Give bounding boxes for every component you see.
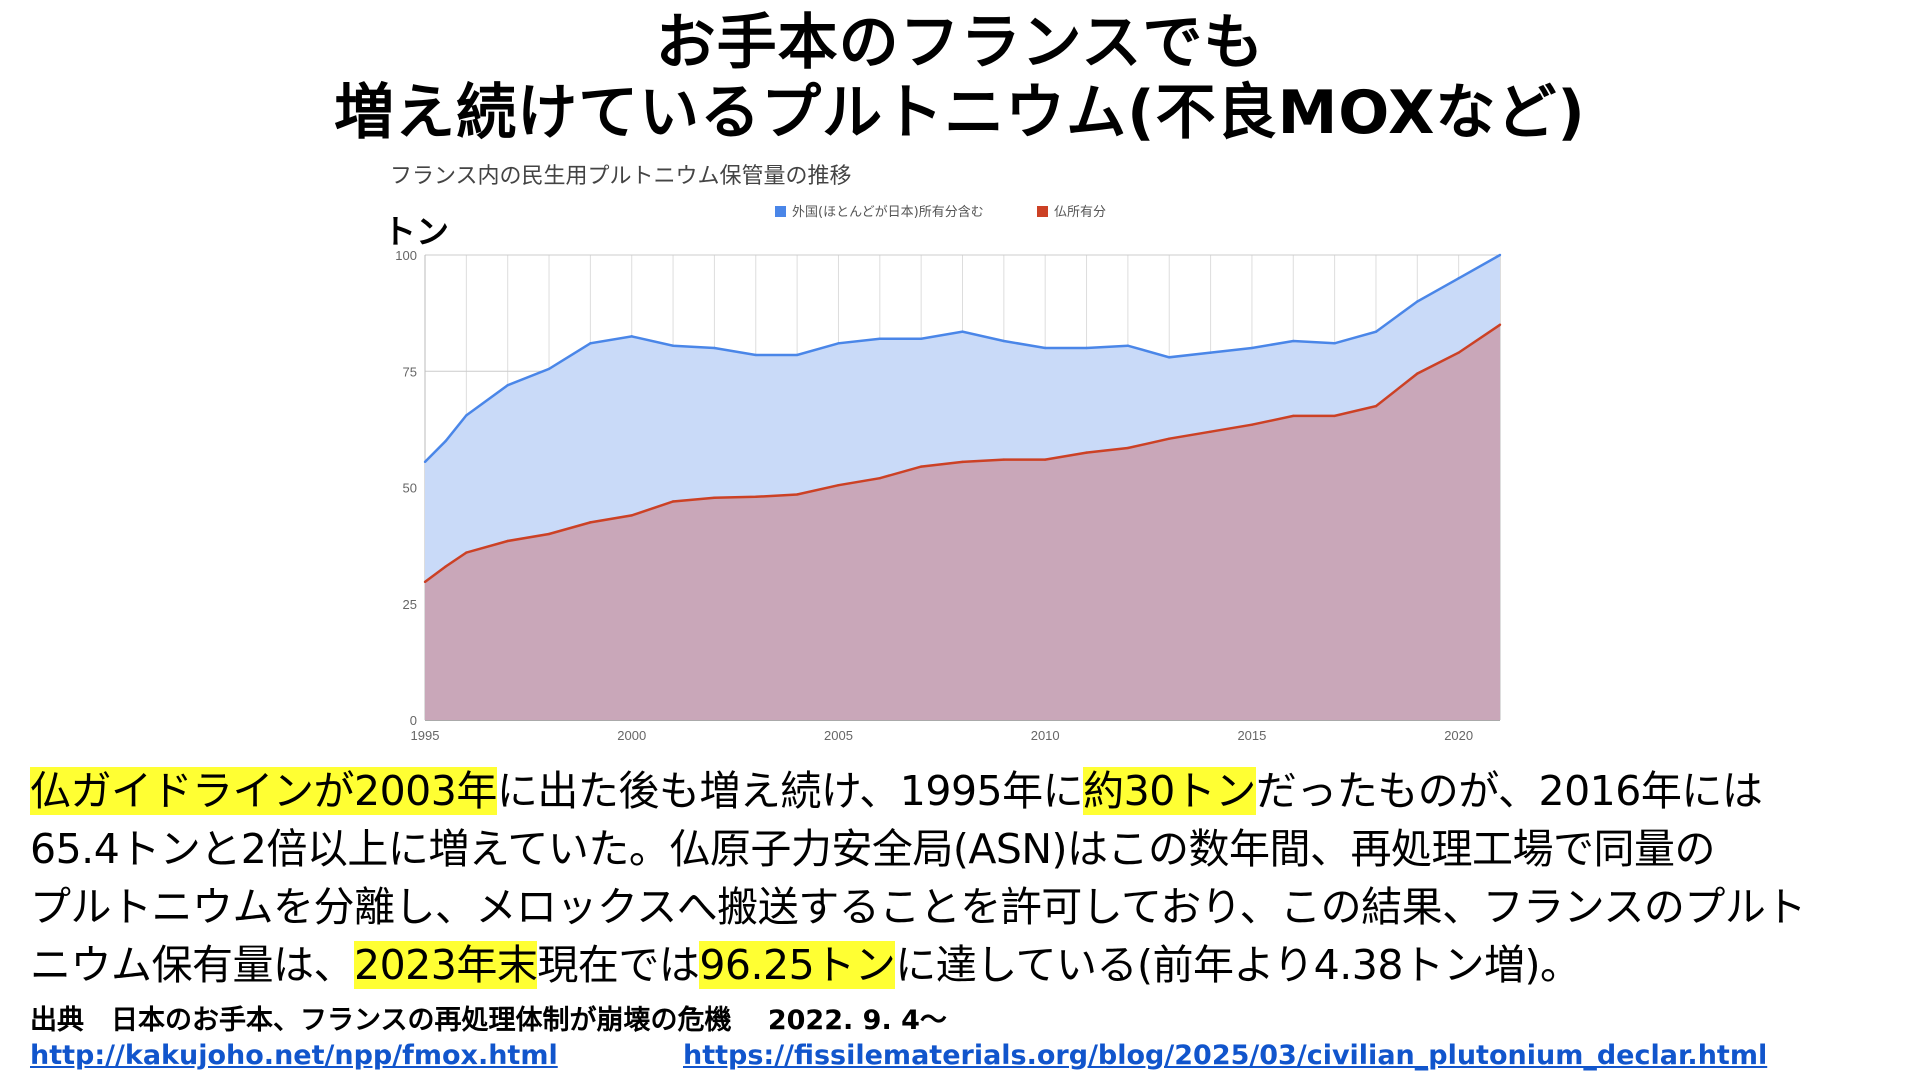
data-point [713,346,716,350]
data-point [1333,414,1336,418]
data-point [878,477,882,480]
data-point [795,353,799,357]
data-point [1250,346,1254,350]
data-point [713,496,716,499]
data-point [1250,423,1254,426]
data-point [837,342,840,345]
data-point [589,521,592,524]
area-chart: 0 25 50 75 100 1995 2000 2005 2010 2015 2020 外国(ほとん… [395,204,1502,743]
data-point [1085,346,1088,350]
legend-swatch-0 [775,206,786,217]
data-point [754,353,757,357]
page-title-line-2: 増え続けているプルトニウム(不良MOXなど) [334,78,1586,148]
legend-label-0: 外国(ほとんどが日本)所有分含む [792,204,984,220]
series-line-0 [424,253,1501,463]
series-area-1 [425,324,1500,720]
data-point [444,565,447,568]
data-point [961,330,964,333]
data-point [1209,430,1212,433]
data-point [547,532,551,536]
paragraph-text: だったものが、2016年には [1255,767,1763,815]
data-point [1374,330,1378,333]
data-point [1043,346,1047,350]
data-point [1002,339,1006,343]
x-tick-label: 2015 [1237,728,1266,743]
highlight-96-25-ton: 96.25トン [699,941,896,989]
data-point [630,514,633,517]
data-point [547,367,551,371]
data-point [1292,414,1295,418]
data-point [1209,351,1212,354]
data-point [465,414,468,417]
x-tick-label: 2005 [824,728,853,743]
data-point [1374,404,1378,408]
x-tick-label: 2020 [1444,728,1473,743]
data-point [754,495,757,498]
data-point [837,483,840,487]
x-tick-label: 2010 [1031,728,1060,743]
data-point [506,539,509,543]
data-point [919,337,923,340]
data-point [589,342,592,345]
data-point [1498,253,1502,257]
data-point [671,500,675,503]
series-line-1 [424,323,1501,583]
data-point [630,335,633,338]
paragraph-line-2: 65.4トンと2倍以上に増えていた。仏原子力安全局(ASN)はこの数年間、再処理… [30,825,1716,873]
paragraph-text: に出た後も増え続け、1995年に [496,767,1084,815]
data-point [444,439,447,443]
x-tick-label: 1995 [411,728,440,743]
data-point [878,337,882,340]
paragraph-line-4: ニウム保有量は、2023年末現在では96.25トンに達している(前年より4.38… [30,939,1581,991]
y-tick-label: 0 [410,713,417,728]
paragraph-text: ニウム保有量は、 [30,941,355,989]
data-point [1457,277,1460,280]
highlight-end-2023: 2023年末 [354,941,538,989]
data-point [1457,351,1460,354]
data-point [1168,437,1171,440]
source-citation: 出典 日本のお手本、フランスの再処理体制が崩壊の危機 2022. 9. 4～ [30,1005,947,1036]
paragraph-text: 現在では [537,941,700,989]
paragraph-line-3: プルトニウムを分離し、メロックスへ搬送することを許可しており、この結果、フランス… [30,883,1806,931]
data-point [961,460,964,464]
data-point [423,460,427,464]
data-point [423,580,427,584]
data-point [1043,458,1047,461]
highlight-guideline-2003: 仏ガイドラインが2003年 [30,767,497,815]
y-tick-label: 75 [403,364,417,379]
y-tick-label: 50 [403,481,417,496]
source-link-kakujoho[interactable]: http://kakujoho.net/npp/fmox.html [30,1040,558,1071]
data-point [506,384,509,387]
data-point [1498,323,1502,326]
data-point [919,465,923,468]
y-tick-label: 25 [403,597,417,612]
data-point [1126,446,1130,450]
data-point [1292,339,1295,343]
data-point [795,493,799,496]
y-tick-label: 100 [395,248,417,263]
legend-label-1: 仏所有分 [1054,205,1106,220]
data-point [671,344,675,347]
data-point [1085,451,1088,454]
data-point [1333,342,1336,345]
y-axis-unit-label: トン [383,212,449,251]
legend-swatch-1 [1037,206,1048,217]
data-point [1416,372,1419,375]
highlight-30-ton: 約30トン [1083,767,1256,815]
data-point [1126,344,1130,347]
data-point [1002,458,1006,461]
chart-title: フランス内の民生用プルトニウム保管量の推移 [390,164,852,189]
x-tick-label: 2000 [617,728,646,743]
page-title-line-1: お手本のフランスでも [655,8,1265,78]
source-link-fissilematerials[interactable]: https://fissilematerials.org/blog/2025/0… [683,1040,1768,1071]
data-point [465,551,468,554]
paragraph-line-1: 仏ガイドラインが2003年に出た後も増え続け、1995年に約30トンだったものが… [30,765,1763,817]
paragraph-text: に達している(前年より4.38トン増)。 [895,941,1581,989]
data-point [1168,356,1171,359]
data-point [1416,300,1419,303]
